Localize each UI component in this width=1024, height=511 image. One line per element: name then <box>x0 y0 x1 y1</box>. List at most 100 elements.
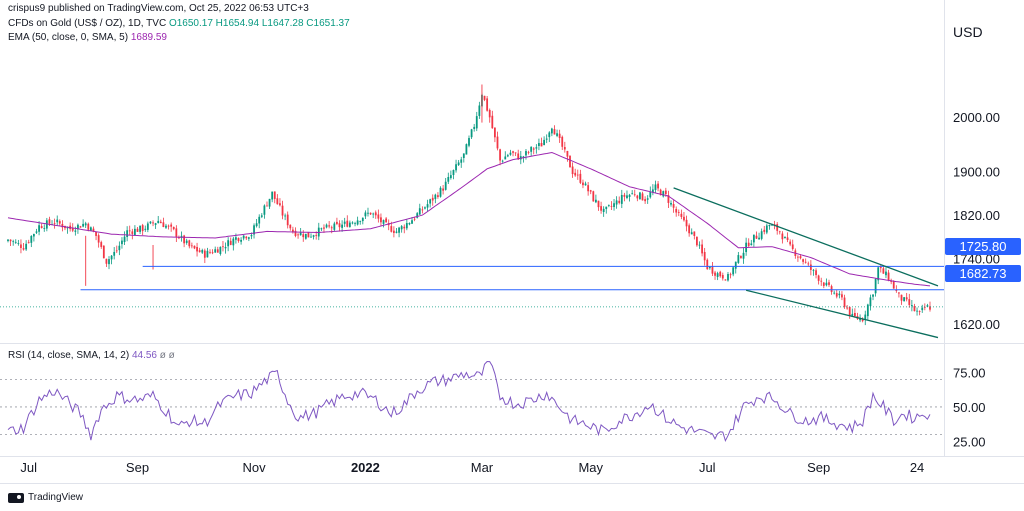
candle[interactable] <box>838 290 841 299</box>
candle[interactable] <box>198 247 201 253</box>
candle[interactable] <box>110 255 113 265</box>
candle[interactable] <box>43 224 46 232</box>
candle[interactable] <box>7 239 9 243</box>
candle[interactable] <box>522 155 525 163</box>
candle[interactable] <box>203 248 206 264</box>
candle[interactable] <box>685 215 688 232</box>
candle[interactable] <box>377 209 380 223</box>
candle[interactable] <box>478 101 481 119</box>
candle[interactable] <box>525 148 527 160</box>
candle[interactable] <box>452 169 455 180</box>
candle[interactable] <box>470 128 473 139</box>
candle[interactable] <box>89 226 92 231</box>
candle[interactable] <box>538 138 540 151</box>
candle[interactable] <box>615 196 618 209</box>
candle[interactable] <box>206 247 209 258</box>
candle[interactable] <box>846 304 849 310</box>
candle[interactable] <box>786 232 789 243</box>
candle[interactable] <box>853 308 856 318</box>
candle[interactable] <box>408 222 411 226</box>
candle[interactable] <box>493 127 496 143</box>
candle[interactable] <box>866 303 869 320</box>
price-pane[interactable] <box>0 84 944 339</box>
candle[interactable] <box>201 248 204 254</box>
candle[interactable] <box>804 258 807 264</box>
candle[interactable] <box>108 256 110 270</box>
candle[interactable] <box>447 172 450 185</box>
candle[interactable] <box>851 308 854 317</box>
candle[interactable] <box>245 235 248 241</box>
candle[interactable] <box>639 191 641 200</box>
candle[interactable] <box>45 217 48 232</box>
candle[interactable] <box>56 215 59 226</box>
candle[interactable] <box>139 225 141 234</box>
candle[interactable] <box>543 136 546 146</box>
candle[interactable] <box>149 221 152 225</box>
candle[interactable] <box>416 212 419 219</box>
candle[interactable] <box>118 241 121 256</box>
candle[interactable] <box>185 238 188 245</box>
candle[interactable] <box>266 201 268 207</box>
candle[interactable] <box>356 216 359 226</box>
candle[interactable] <box>224 242 227 254</box>
candle[interactable] <box>747 238 750 247</box>
candle[interactable] <box>558 129 561 143</box>
candle[interactable] <box>828 279 830 287</box>
candle[interactable] <box>115 245 118 254</box>
candle[interactable] <box>569 155 571 168</box>
candle[interactable] <box>193 245 196 250</box>
candle[interactable] <box>343 217 346 228</box>
candle[interactable] <box>437 192 439 199</box>
ema-legend[interactable]: EMA (50, close, 0, SMA, 5) 1689.59 <box>8 32 167 43</box>
candle[interactable] <box>768 224 771 230</box>
candle[interactable] <box>864 310 867 326</box>
candle[interactable] <box>628 193 631 202</box>
symbol-legend[interactable]: CFDs on Gold (US$ / OZ), 1D, TVC O1650.1… <box>8 18 350 29</box>
candle[interactable] <box>693 231 696 240</box>
candle[interactable] <box>905 292 908 302</box>
candle[interactable] <box>670 200 672 207</box>
candle[interactable] <box>144 225 147 232</box>
candle[interactable] <box>815 268 817 279</box>
candle[interactable] <box>434 193 437 204</box>
candle[interactable] <box>97 233 100 248</box>
candle[interactable] <box>175 225 178 243</box>
candle[interactable] <box>812 269 815 276</box>
candle[interactable] <box>506 153 509 158</box>
candle[interactable] <box>32 233 35 242</box>
candle[interactable] <box>807 261 810 267</box>
candle[interactable] <box>325 223 328 229</box>
candle[interactable] <box>123 231 126 246</box>
candle[interactable] <box>30 235 33 248</box>
candle[interactable] <box>157 215 160 224</box>
candle[interactable] <box>550 127 553 137</box>
candle[interactable] <box>716 271 719 281</box>
candle[interactable] <box>817 274 820 285</box>
candle[interactable] <box>872 294 874 301</box>
candle[interactable] <box>154 222 157 229</box>
candle[interactable] <box>188 239 191 249</box>
candle[interactable] <box>465 143 468 155</box>
candle[interactable] <box>721 272 724 281</box>
candle[interactable] <box>861 317 864 323</box>
candle[interactable] <box>589 189 592 195</box>
candle[interactable] <box>791 239 794 251</box>
candle[interactable] <box>496 131 499 151</box>
candle[interactable] <box>636 194 639 202</box>
candle[interactable] <box>662 190 665 198</box>
candle[interactable] <box>35 228 38 235</box>
candle[interactable] <box>403 224 406 234</box>
candle[interactable] <box>887 269 890 282</box>
candle[interactable] <box>527 150 530 155</box>
candle[interactable] <box>631 190 634 195</box>
candle[interactable] <box>913 303 916 312</box>
candle[interactable] <box>672 200 675 213</box>
candle[interactable] <box>809 260 812 276</box>
candle[interactable] <box>222 241 224 252</box>
candle[interactable] <box>242 235 245 241</box>
candle[interactable] <box>714 270 716 280</box>
candle[interactable] <box>382 219 385 228</box>
candle[interactable] <box>706 258 709 270</box>
candle[interactable] <box>879 264 882 273</box>
candle[interactable] <box>641 191 644 201</box>
